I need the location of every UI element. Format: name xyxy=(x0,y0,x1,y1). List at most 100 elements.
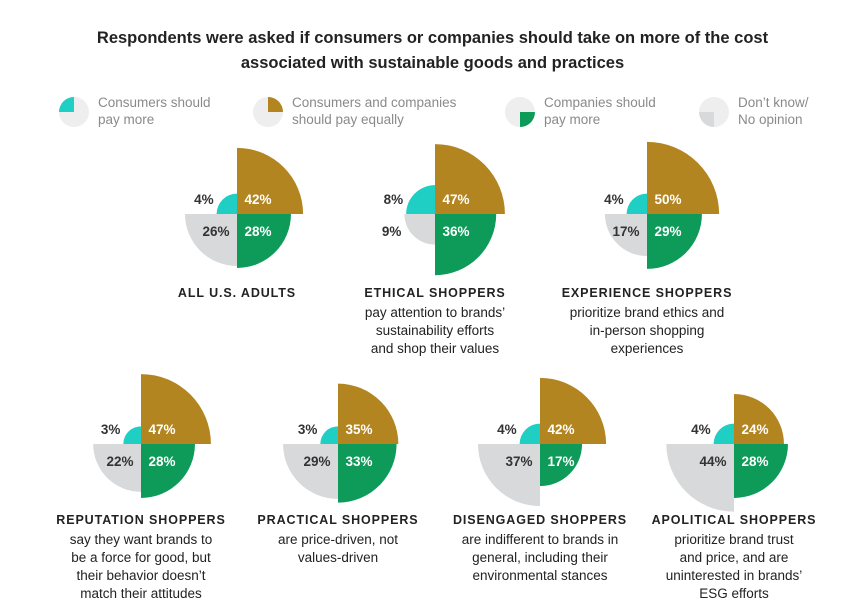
data-label-companies: 28% xyxy=(741,454,768,469)
segment-equally xyxy=(141,374,211,444)
segment-consumers xyxy=(123,426,141,444)
data-label-consumers: 4% xyxy=(497,422,517,437)
segment-consumers xyxy=(519,423,540,444)
segment-consumers xyxy=(216,193,237,214)
data-label-dont-know: 29% xyxy=(303,454,330,469)
group-description-line: pay attention to brands’ xyxy=(364,305,506,320)
polar-chart-6: 24% 28% 44% 4% xyxy=(666,394,788,512)
segment-equally xyxy=(338,383,399,444)
group-description-line: and shop their values xyxy=(370,341,500,356)
data-label-equally: 42% xyxy=(244,192,271,207)
segment-consumers xyxy=(626,193,647,214)
group-description: are indifferent to brands in general, inc… xyxy=(440,531,640,585)
group-description-line: environmental stances xyxy=(472,568,608,583)
data-label-dont-know: 44% xyxy=(699,454,726,469)
data-label-equally: 35% xyxy=(345,422,372,437)
chart-title: Respondents were asked if consumers or c… xyxy=(60,26,805,76)
data-label-dont-know: 17% xyxy=(612,224,639,239)
polar-chart-5: 42% 17% 37% 4% xyxy=(477,377,607,507)
legend-label-equally: Consumers and companies should pay equall… xyxy=(292,95,457,127)
group-name: APOLITICAL SHOPPERS xyxy=(651,513,817,527)
group-description-line: general, including their xyxy=(472,550,608,565)
data-label-companies: 28% xyxy=(244,224,271,239)
legend-label-dont-know: Don’t know/No opinion xyxy=(738,95,809,127)
segment-dont-know xyxy=(604,214,647,257)
teal-quarter-icon xyxy=(59,97,89,127)
group-description-line: sustainability efforts xyxy=(375,323,495,338)
group-description-line: in-person shopping xyxy=(589,323,705,338)
gold-quarter-icon xyxy=(253,97,283,127)
polar-chart-4: 35% 33% 29% 3% xyxy=(283,383,399,503)
data-label-dont-know: 22% xyxy=(106,454,133,469)
data-label-consumers: 4% xyxy=(691,422,711,437)
segment-consumers xyxy=(713,423,734,444)
group-description-line: prioritize brand trust xyxy=(674,532,794,547)
data-label-consumers: 3% xyxy=(298,422,318,437)
segment-companies xyxy=(338,444,397,503)
chart-title-line-1: Respondents were asked if consumers or c… xyxy=(96,29,769,47)
chart-title-line-2: associated with sustainable goods and pr… xyxy=(240,54,625,72)
legend-label-companies: Companies should pay more xyxy=(544,95,656,127)
segment-dont-know xyxy=(184,214,237,267)
group-description: say they want brands to be a force for go… xyxy=(41,531,241,603)
group-description: prioritize brand ethics and in-person sho… xyxy=(547,304,747,358)
segment-dont-know xyxy=(404,214,435,245)
group-description-line: be a force for good, but xyxy=(71,550,211,565)
polar-chart-1: 47% 36% 9% 8% xyxy=(382,144,505,276)
data-label-dont-know: 9% xyxy=(382,224,402,239)
data-label-companies: 17% xyxy=(547,454,574,469)
polar-chart-2: 50% 29% 17% 4% xyxy=(604,141,720,269)
group-description-line: values-driven xyxy=(297,550,379,565)
segment-companies xyxy=(734,444,788,498)
group-description-line: prioritize brand ethics and xyxy=(569,305,725,320)
data-label-companies: 29% xyxy=(654,224,681,239)
group-name: ETHICAL SHOPPERS xyxy=(364,286,506,300)
data-label-companies: 33% xyxy=(345,454,372,469)
group-name: PRACTICAL SHOPPERS xyxy=(257,513,419,527)
segment-consumers xyxy=(406,185,435,214)
data-label-companies: 28% xyxy=(148,454,175,469)
polar-chart-3: 47% 28% 22% 3% xyxy=(93,374,211,498)
segment-equally xyxy=(435,144,505,214)
group-description-line: experiences xyxy=(610,341,684,356)
segment-companies xyxy=(141,444,195,498)
group-description-line: match their attitudes xyxy=(80,586,202,601)
segment-companies xyxy=(435,214,497,276)
segment-companies xyxy=(540,444,583,487)
polar-chart-0: 42% 28% 26% 4% xyxy=(184,147,304,268)
data-label-equally: 50% xyxy=(654,192,681,207)
segment-dont-know xyxy=(283,444,338,499)
data-label-consumers: 4% xyxy=(194,192,214,207)
segment-companies xyxy=(237,214,291,268)
group-description-line: ESG efforts xyxy=(699,586,769,601)
group-description-line: their behavior doesn’t xyxy=(76,568,206,583)
data-label-companies: 36% xyxy=(442,224,469,239)
segment-equally xyxy=(734,394,784,444)
segment-equally xyxy=(540,377,607,444)
group-description-line: say they want brands to xyxy=(69,532,213,547)
data-label-equally: 47% xyxy=(148,422,175,437)
group-description-line: uninterested in brands’ xyxy=(665,568,803,583)
segment-dont-know xyxy=(666,444,734,512)
segment-companies xyxy=(647,214,702,269)
group-description: prioritize brand trust and price, and are… xyxy=(634,531,834,603)
group-name: REPUTATION SHOPPERS xyxy=(56,513,226,527)
segment-consumers xyxy=(320,426,338,444)
group-description-line: are price-driven, not xyxy=(277,532,399,547)
gray-quarter-icon xyxy=(699,97,729,127)
data-label-consumers: 3% xyxy=(101,422,121,437)
group-name: DISENGAGED SHOPPERS xyxy=(452,513,628,527)
group-description: are price-driven, not values-driven xyxy=(238,531,438,567)
group-description-line: are indifferent to brands in xyxy=(461,532,619,547)
data-label-equally: 42% xyxy=(547,422,574,437)
data-label-equally: 24% xyxy=(741,422,768,437)
group-description: pay attention to brands’ sustainability e… xyxy=(335,304,535,358)
segment-equally xyxy=(647,141,720,214)
data-label-consumers: 8% xyxy=(384,192,404,207)
group-name: EXPERIENCE SHOPPERS xyxy=(561,286,733,300)
legend-label-consumers: Consumers should pay more xyxy=(98,95,211,127)
segment-dont-know xyxy=(477,444,540,507)
segment-dont-know xyxy=(93,444,141,492)
green-quarter-icon xyxy=(505,97,535,127)
